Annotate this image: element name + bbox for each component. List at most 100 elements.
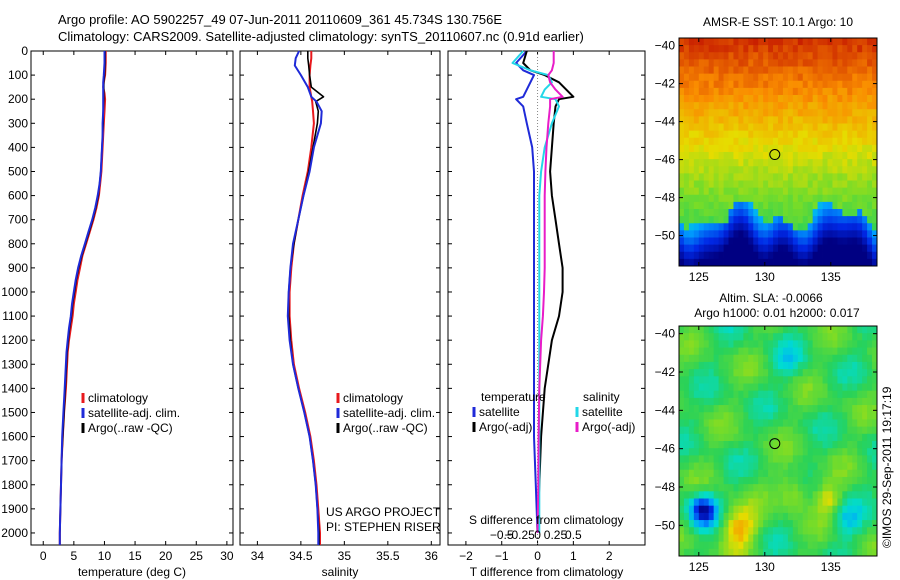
sst-map-cell <box>822 159 828 167</box>
sla-map-cell <box>738 340 744 348</box>
sst-map-cell <box>862 187 868 196</box>
sst-map-cell <box>827 87 833 96</box>
sla-map-cell <box>782 476 789 485</box>
sst-map-cell <box>758 237 764 246</box>
sst-map-cell <box>787 80 794 89</box>
sst-map-cell <box>768 152 774 160</box>
sst-map-cell <box>679 102 685 110</box>
sst-map-cell <box>812 166 818 174</box>
sst-map-cell <box>703 87 710 96</box>
sst-map-cell <box>693 109 700 117</box>
sst-map-cell <box>708 137 715 146</box>
sla-map-cell <box>758 548 764 557</box>
sla-map-cell <box>713 433 719 442</box>
sst-map-cell <box>688 109 695 117</box>
sla-map-cell <box>758 534 764 543</box>
difference-profile-series-line <box>511 50 560 533</box>
sla-map-cell <box>773 333 779 341</box>
sst-map-cell <box>782 216 789 224</box>
sst-map-cell <box>812 38 818 46</box>
sla-map-cell <box>782 326 789 334</box>
sst-map-cell <box>827 95 833 103</box>
sla-map-cell <box>857 534 863 543</box>
sst-map-cell <box>778 73 784 82</box>
sst-map-cell <box>698 73 705 82</box>
sst-map-cell <box>847 209 853 217</box>
sst-map-cell <box>847 244 853 253</box>
sla-map-cell <box>867 369 873 377</box>
sla-map-cell <box>773 361 779 370</box>
sla-map-cell <box>847 491 853 499</box>
sst-map-cell <box>852 152 858 160</box>
sla-map-cell <box>792 383 799 392</box>
sst-map-cell <box>688 258 695 267</box>
sla-map-cell <box>693 548 700 557</box>
sst-map-cell <box>703 180 710 189</box>
sst-map-cell <box>812 230 818 238</box>
sla-map-cell <box>842 505 848 514</box>
sst-map-cell <box>748 152 754 160</box>
sst-map-cell <box>857 201 863 210</box>
sla-map-cell <box>862 433 868 442</box>
sst-map-cell <box>773 109 779 117</box>
sla-map-cell <box>763 484 769 492</box>
sst-map-cell <box>703 45 710 53</box>
sst-map-cell <box>812 137 818 146</box>
sla-map-cell <box>847 397 853 406</box>
sst-map-cell <box>698 123 705 132</box>
sst-map-cell <box>763 237 769 246</box>
sst-map-cell <box>718 52 724 60</box>
sla-map-cell <box>872 383 878 392</box>
sla-map-cell <box>872 520 878 528</box>
sla-map-cell <box>688 455 695 463</box>
sla-map-cell <box>758 441 764 449</box>
sla-map-cell <box>698 412 705 420</box>
sla-map-cell <box>778 340 784 348</box>
sla-map-cell <box>708 354 715 363</box>
sst-map-cell <box>679 159 685 167</box>
sla-map-cell <box>847 476 853 485</box>
sla-map-cell <box>832 361 838 370</box>
sla-map-cell <box>723 405 729 413</box>
sst-map-cell <box>837 66 843 75</box>
sst-map-cell <box>688 216 695 224</box>
sst-map-cell <box>778 230 784 238</box>
sst-map-cell <box>743 80 749 89</box>
sst-map-cell <box>817 130 823 139</box>
sst-map-cell <box>842 66 848 75</box>
sst-map-cell <box>867 102 873 110</box>
sla-map-cell <box>763 412 769 420</box>
sla-map-cell <box>728 541 734 550</box>
sla-map-cell <box>679 505 685 514</box>
sla-map-cell <box>827 505 833 514</box>
sst-map-cell <box>748 223 754 231</box>
sst-map-cell <box>728 166 734 174</box>
sla-map-cell <box>837 326 843 334</box>
sla-map-cell <box>723 505 729 514</box>
sst-map-cell <box>728 130 734 139</box>
sst-map-cell <box>817 123 823 132</box>
sst-map-cell <box>693 73 700 82</box>
sst-map-cell <box>683 237 690 246</box>
sdiff-tick-label: −0.5 <box>490 528 514 542</box>
sla-map-cell <box>768 498 774 507</box>
sst-map-cell <box>723 187 729 196</box>
sst-map-cell <box>698 159 705 167</box>
sla-map-cell <box>832 476 838 485</box>
sla-map-cell <box>817 505 823 514</box>
sla-map-cell <box>733 491 739 499</box>
sla-map-cell <box>782 405 789 413</box>
sst-map-cell <box>773 230 779 238</box>
sla-map-cell <box>817 548 823 557</box>
sst-map-cell <box>778 109 784 117</box>
sla-map-cell <box>797 390 804 399</box>
sla-map-cell <box>872 333 878 341</box>
sst-map-cell <box>847 66 853 75</box>
sst-map-cell <box>832 223 838 231</box>
sla-map-cell <box>693 405 700 413</box>
sla-map-cell <box>773 340 779 348</box>
sla-map-cell <box>872 455 878 463</box>
sla-map-cell <box>792 441 799 449</box>
sst-map-cell <box>807 80 814 89</box>
sst-map-cell <box>817 216 823 224</box>
